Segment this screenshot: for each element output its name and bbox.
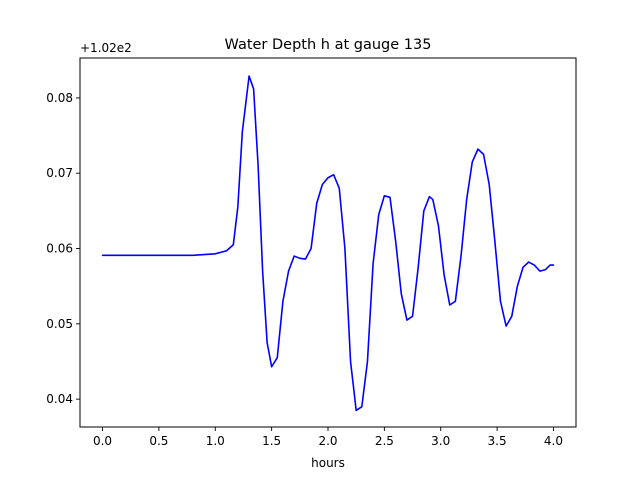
x-tick-label: 0.5 <box>149 434 168 448</box>
x-tick-label: 3.0 <box>431 434 450 448</box>
y-tick-label: 0.08 <box>46 91 73 105</box>
x-axis-label: hours <box>311 456 345 470</box>
x-tick-label: 1.5 <box>262 434 281 448</box>
y-tick-label: 0.04 <box>46 392 73 406</box>
x-tick-label: 4.0 <box>544 434 563 448</box>
y-tick-label: 0.05 <box>46 317 73 331</box>
x-tick-label: 2.0 <box>318 434 337 448</box>
y-tick-label: 0.07 <box>46 166 73 180</box>
x-tick-label: 1.0 <box>206 434 225 448</box>
y-tick-label: 0.06 <box>46 242 73 256</box>
chart-title: Water Depth h at gauge 135 <box>225 37 432 53</box>
plot-area: 0.0 0.5 1.0 1.5 2.0 2.5 3.0 3.5 4.0 0.04 0.05 0.06 0… <box>46 57 577 448</box>
x-tick-label: 0.0 <box>93 434 112 448</box>
x-tick-label: 2.5 <box>375 434 394 448</box>
y-offset-label: +1.02e2 <box>80 41 132 55</box>
x-tick-label: 3.5 <box>488 434 507 448</box>
series-line-0 <box>101 75 555 412</box>
